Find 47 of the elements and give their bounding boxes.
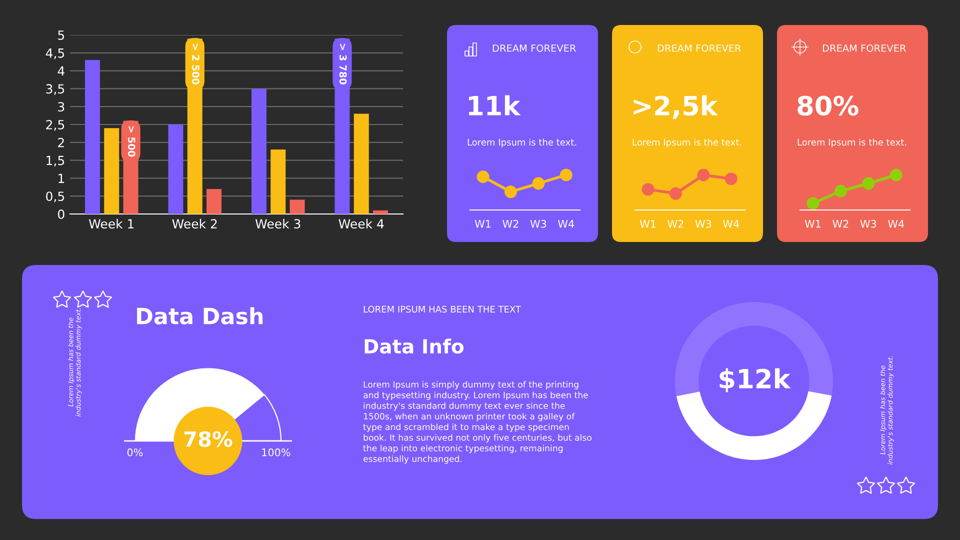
- chart-title: Data Dash: [137, 307, 263, 324]
- x-tick-label: Week 3: [255, 218, 300, 229]
- y-tick-label: 1,5: [46, 156, 64, 166]
- y-tick-label: 5: [58, 30, 64, 40]
- x-tick-label: Week 1: [88, 218, 134, 229]
- text: LOREM IPSUM HAS BEEN THE TEXT: [364, 306, 521, 313]
- text: 100%: [262, 448, 290, 456]
- y-tick-label: 3,5: [46, 84, 64, 95]
- x-tick-label: W4: [558, 220, 574, 228]
- x-tick-label: W4: [723, 220, 740, 228]
- y-tick-label: 0,5: [46, 192, 64, 202]
- text: >2,5k: [634, 95, 718, 120]
- text: Lorem Ipsum is simply dummy text of the printing and typesetting industry. Lorem Ipsum has been the industry's standard dummy text ever since the 1500s, when an unknown printer took a galley of type and scrambled it to make a type specimen book. It has survived not only five centuries, but also the leap into electronic typesetting, remaining essentially unchanged.: [363, 381, 592, 464]
- text: 0%: [127, 448, 143, 456]
- data-label: > 500: [128, 126, 136, 157]
- text: Lorem Ipsum is the text.: [798, 138, 906, 148]
- x-tick-label: W1: [804, 220, 821, 228]
- x-tick-label: W4: [888, 220, 904, 228]
- text: $12k: [720, 368, 791, 392]
- x-tick-label: W1: [640, 220, 656, 228]
- chart-title: DREAM FOREVER: [822, 44, 906, 52]
- data-label: > 3 780: [339, 44, 347, 84]
- text: 11k: [468, 95, 521, 116]
- x-tick-label: Week 4: [338, 218, 384, 229]
- y-tick-label: 4,5: [46, 48, 64, 60]
- x-tick-label: W3: [695, 220, 712, 228]
- chart-title: DREAM FOREVER: [658, 44, 741, 52]
- text: Data Info: [364, 338, 464, 354]
- text: Lorem Ipsum is the text.: [468, 138, 576, 148]
- text: 80%: [798, 96, 858, 116]
- chart-title: DREAM FOREVER: [492, 44, 576, 52]
- y-tick-label: 4: [58, 66, 64, 76]
- x-tick-label: W2: [832, 220, 848, 228]
- y-tick-label: 2: [58, 138, 64, 148]
- y-tick-label: 3: [58, 102, 64, 112]
- y-tick-label: 1: [58, 174, 64, 183]
- x-tick-label: W2: [668, 220, 684, 228]
- x-tick-label: W3: [860, 220, 876, 228]
- x-tick-label: W1: [474, 220, 491, 228]
- data-label: > 2 500: [192, 44, 200, 84]
- y-tick-label: 0: [58, 209, 64, 219]
- y-tick-label: 2,5: [46, 120, 64, 131]
- x-tick-label: W3: [530, 220, 546, 228]
- x-tick-label: Week 2: [172, 218, 217, 229]
- x-tick-label: W2: [502, 220, 518, 228]
- text: Lorem Ipsum is the text.: [632, 138, 742, 148]
- data-label: 78%: [184, 431, 232, 447]
